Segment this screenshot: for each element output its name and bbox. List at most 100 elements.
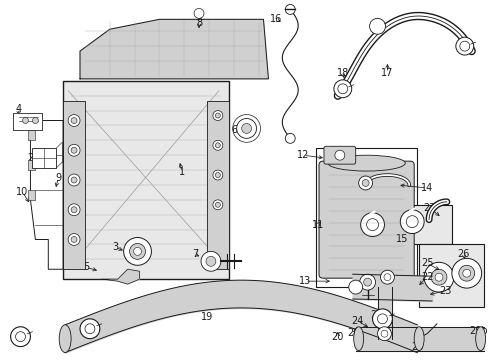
- Circle shape: [372, 309, 391, 329]
- Text: 14: 14: [420, 183, 432, 193]
- Circle shape: [333, 80, 351, 98]
- Circle shape: [68, 204, 80, 216]
- Circle shape: [212, 200, 223, 210]
- Text: 9: 9: [55, 173, 61, 183]
- Circle shape: [285, 134, 295, 143]
- Text: 6: 6: [231, 125, 237, 135]
- Circle shape: [377, 327, 390, 341]
- Ellipse shape: [327, 155, 405, 171]
- Polygon shape: [102, 269, 139, 284]
- Text: 20: 20: [331, 332, 344, 342]
- Circle shape: [212, 111, 223, 121]
- Circle shape: [348, 280, 362, 294]
- Circle shape: [71, 117, 77, 123]
- Bar: [28, 190, 35, 200]
- Text: 12: 12: [296, 150, 309, 160]
- Bar: [28, 130, 35, 140]
- Text: 26: 26: [457, 249, 469, 259]
- Circle shape: [455, 37, 473, 55]
- Circle shape: [201, 251, 221, 271]
- Text: 11: 11: [311, 220, 324, 230]
- Text: 1: 1: [179, 167, 185, 177]
- Circle shape: [32, 117, 38, 123]
- Circle shape: [241, 123, 251, 134]
- Text: 5: 5: [82, 262, 89, 272]
- Text: 28: 28: [410, 342, 423, 352]
- Text: 29: 29: [347, 328, 359, 338]
- Ellipse shape: [353, 327, 363, 351]
- Circle shape: [380, 270, 393, 284]
- Circle shape: [334, 150, 344, 160]
- Circle shape: [212, 170, 223, 180]
- Bar: [13, 113, 42, 130]
- Text: 10: 10: [17, 187, 29, 197]
- Circle shape: [123, 238, 151, 265]
- Text: 21: 21: [14, 332, 27, 342]
- Text: 4: 4: [16, 104, 21, 114]
- Text: 22: 22: [420, 272, 432, 282]
- Circle shape: [194, 8, 203, 18]
- Circle shape: [285, 4, 295, 14]
- Circle shape: [462, 269, 470, 277]
- Bar: [28, 160, 35, 170]
- Text: 7: 7: [191, 249, 198, 259]
- Text: 13: 13: [298, 276, 311, 286]
- Circle shape: [451, 258, 481, 288]
- Circle shape: [423, 262, 453, 292]
- Circle shape: [80, 319, 100, 339]
- Bar: [32, 148, 56, 168]
- Bar: [206, 101, 228, 269]
- Circle shape: [205, 256, 215, 266]
- Circle shape: [215, 113, 220, 118]
- Text: 2: 2: [27, 153, 34, 163]
- Text: 25: 25: [420, 258, 432, 268]
- FancyBboxPatch shape: [318, 161, 413, 278]
- Circle shape: [363, 278, 371, 286]
- Circle shape: [71, 207, 77, 213]
- Text: 17: 17: [381, 68, 393, 78]
- Text: 21b: 21b: [369, 310, 388, 320]
- Bar: [418, 244, 483, 307]
- Text: 15: 15: [395, 234, 407, 244]
- Circle shape: [458, 265, 474, 281]
- Bar: [63, 101, 85, 269]
- Text: 27: 27: [422, 203, 434, 213]
- Circle shape: [400, 210, 423, 234]
- Text: 18: 18: [336, 68, 348, 78]
- Circle shape: [236, 118, 256, 138]
- Text: 23: 23: [438, 286, 450, 296]
- Text: 19: 19: [201, 312, 213, 322]
- Ellipse shape: [475, 327, 485, 351]
- Text: 16: 16: [270, 14, 282, 24]
- Circle shape: [71, 237, 77, 243]
- Bar: [352, 205, 451, 244]
- Text: 8: 8: [196, 18, 202, 28]
- Text: 3: 3: [112, 242, 119, 252]
- Circle shape: [71, 147, 77, 153]
- Circle shape: [430, 269, 446, 285]
- Text: 29b: 29b: [468, 326, 487, 336]
- Circle shape: [68, 234, 80, 246]
- Circle shape: [11, 327, 30, 347]
- Circle shape: [68, 174, 80, 186]
- Bar: [63, 81, 228, 279]
- Circle shape: [369, 18, 385, 34]
- Polygon shape: [80, 19, 268, 79]
- Circle shape: [215, 202, 220, 207]
- Circle shape: [215, 172, 220, 177]
- Ellipse shape: [413, 327, 423, 351]
- Circle shape: [129, 243, 145, 259]
- Circle shape: [358, 176, 372, 190]
- Ellipse shape: [59, 325, 71, 352]
- Bar: [13, 113, 42, 130]
- Circle shape: [212, 140, 223, 150]
- Circle shape: [133, 247, 141, 255]
- Circle shape: [359, 274, 375, 290]
- Circle shape: [22, 117, 28, 123]
- Circle shape: [68, 114, 80, 126]
- Text: 24: 24: [351, 316, 363, 326]
- FancyBboxPatch shape: [324, 146, 355, 164]
- Circle shape: [215, 143, 220, 148]
- Circle shape: [362, 180, 368, 186]
- Circle shape: [434, 273, 442, 281]
